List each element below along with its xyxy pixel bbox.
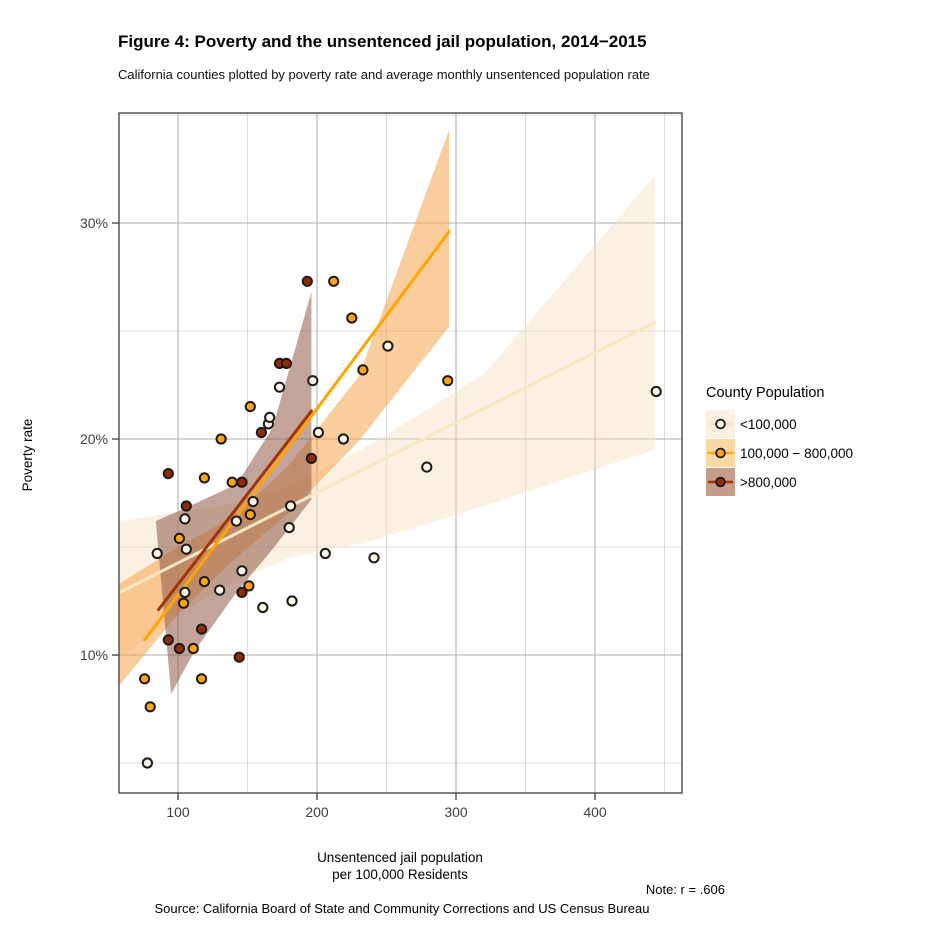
data-point xyxy=(368,552,380,564)
data-point xyxy=(243,580,255,592)
data-point xyxy=(273,381,286,393)
legend-point-2 xyxy=(715,476,726,488)
data-point xyxy=(196,623,208,635)
data-point xyxy=(180,543,192,555)
legend-label-1: 100,000 − 800,000 xyxy=(740,446,853,461)
data-point xyxy=(346,312,358,324)
data-point xyxy=(305,452,317,464)
legend-keys: <100,000 100,000 − 800,000 >800,000 xyxy=(706,410,853,496)
data-point xyxy=(247,496,259,508)
x-axis-title-line2: per 100,000 Residents xyxy=(332,867,468,882)
axis-tick-labels: 100 200 300 400 10% 20% 30% xyxy=(80,215,607,820)
trend-line-1 xyxy=(143,230,451,642)
figure-title: Figure 4: Poverty and the unsentenced ja… xyxy=(118,32,647,51)
data-point xyxy=(173,532,185,545)
data-point xyxy=(196,673,208,685)
data-point xyxy=(198,472,210,484)
data-point xyxy=(162,468,174,480)
data-point xyxy=(319,547,331,560)
data-point xyxy=(421,461,433,473)
data-point xyxy=(162,634,174,646)
panel-border xyxy=(118,112,683,794)
data-point xyxy=(215,433,227,445)
note-text: Note: r = .606 xyxy=(646,882,725,897)
data-point xyxy=(139,673,151,685)
trend-line-2 xyxy=(157,409,313,612)
data-point xyxy=(650,385,662,398)
source-text: Source: California Board of State and Co… xyxy=(155,901,650,916)
data-point xyxy=(264,411,276,423)
confidence-band-2 xyxy=(155,292,312,694)
data-point xyxy=(151,547,163,560)
data-point xyxy=(244,508,256,521)
data-point xyxy=(178,597,190,609)
confidence-bands xyxy=(119,130,655,694)
data-point xyxy=(307,375,319,387)
data-point xyxy=(198,576,210,588)
x-tick-label: 400 xyxy=(583,804,607,820)
figure-subtitle: California counties plotted by poverty r… xyxy=(118,67,650,82)
trend-line-0 xyxy=(118,320,657,594)
x-tick-label: 200 xyxy=(305,804,329,820)
data-point xyxy=(244,401,256,413)
data-point xyxy=(230,515,242,527)
trend-lines xyxy=(118,230,657,642)
data-point xyxy=(141,757,153,769)
data-point xyxy=(312,426,324,439)
legend-label-2: >800,000 xyxy=(740,475,797,490)
data-point xyxy=(236,565,248,577)
x-tick-label: 100 xyxy=(166,804,190,820)
data-point xyxy=(301,275,313,287)
data-point xyxy=(442,375,454,387)
data-point xyxy=(286,595,298,607)
data-point xyxy=(236,586,248,599)
data-point xyxy=(280,357,292,369)
data-point xyxy=(257,601,269,614)
data-point xyxy=(144,701,156,713)
x-tick-label: 300 xyxy=(444,804,468,820)
data-point xyxy=(173,642,185,655)
x-axis-title-line1: Unsentenced jail population xyxy=(317,850,483,865)
data-point xyxy=(179,586,191,599)
legend-title: County Population xyxy=(706,385,825,401)
data-point xyxy=(214,584,226,596)
data-point xyxy=(233,651,245,663)
data-point xyxy=(283,522,295,534)
legend-label-0: <100,000 xyxy=(740,417,797,432)
data-point xyxy=(180,500,192,512)
y-tick-label: 10% xyxy=(80,647,108,663)
legend: County Population <100,000 100,000 − 800,… xyxy=(706,385,853,496)
data-point xyxy=(285,500,297,512)
y-tick-label: 30% xyxy=(80,215,108,231)
data-point xyxy=(337,433,349,445)
data-point xyxy=(255,426,267,439)
data-point xyxy=(328,275,340,287)
legend-point-1 xyxy=(715,447,726,459)
data-point xyxy=(187,642,199,655)
data-point xyxy=(357,364,369,376)
axis-ticks xyxy=(112,222,596,800)
legend-point-0 xyxy=(715,418,726,430)
data-points xyxy=(139,275,662,769)
data-point xyxy=(179,513,191,525)
data-point xyxy=(226,476,238,488)
data-point xyxy=(236,476,248,488)
y-tick-label: 20% xyxy=(80,431,108,447)
y-axis-title: Poverty rate xyxy=(20,419,35,492)
data-point xyxy=(382,340,394,352)
